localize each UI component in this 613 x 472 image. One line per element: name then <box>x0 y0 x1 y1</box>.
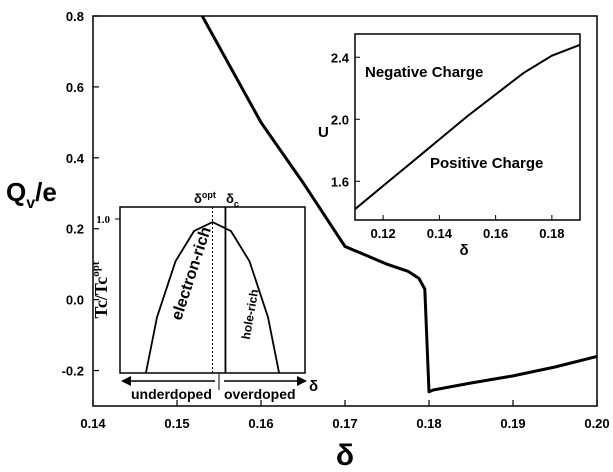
critical-doping-label-delta: δ <box>226 191 234 206</box>
inset-tc-plot: 1.0 Tc/Tcopt δopt δc electron-rich hole-… <box>90 190 318 402</box>
main-y-tick-label: 0.0 <box>66 293 84 308</box>
main-series-line <box>200 15 598 394</box>
main-x-tick-label: 0.20 <box>584 416 609 431</box>
main-plot: 0.14 0.15 0.16 0.17 0.18 0.19 0.20 -0.2 0.0 0.2 0… <box>6 9 610 472</box>
inset-tc-y-axis-label: Tc/Tcopt <box>90 261 111 318</box>
main-y-ticks: -0.2 0.0 0.2 0.4 0.6 0.8 <box>62 9 99 379</box>
inset-u-x-tick-label: 0.14 <box>427 226 453 241</box>
critical-doping-label-sub: c <box>234 199 239 209</box>
optimal-doping-label: δopt <box>194 190 216 206</box>
inset-u-y-axis-label: U <box>318 124 329 141</box>
main-y-axis-label-sub: v <box>26 195 35 212</box>
main-x-axis-label: δ <box>336 439 354 472</box>
main-y-axis-label: Qv/e <box>6 177 57 212</box>
main-y-tick-label: 0.8 <box>66 9 84 24</box>
inset-tc-x-axis-label: δ <box>309 378 318 395</box>
inset-tc-dome-curve <box>145 221 280 374</box>
underdoped-arrow-head <box>121 376 131 386</box>
main-y-tick-label: -0.2 <box>62 364 84 379</box>
annotation-positive-charge: Positive Charge <box>430 155 543 172</box>
main-x-tick-label: 0.14 <box>80 416 106 431</box>
main-x-tick-label: 0.19 <box>500 416 525 431</box>
main-x-tick-label: 0.16 <box>248 416 273 431</box>
inset-u-x-tick-label: 0.18 <box>539 226 564 241</box>
optimal-doping-label-delta: δ <box>194 191 202 206</box>
inset-u-x-ticks: 0.12 0.14 0.16 0.18 <box>370 215 565 241</box>
main-x-tick-label: 0.15 <box>164 416 189 431</box>
inset-u-y-ticks: 1.6 2.0 2.4 <box>331 50 360 189</box>
main-y-axis-label-q: Q <box>6 177 26 207</box>
annotation-negative-charge: Negative Charge <box>365 64 483 81</box>
optimal-doping-label-sup: opt <box>202 190 216 200</box>
main-y-tick-label: 0.2 <box>66 222 84 237</box>
inset-u-y-tick-label: 1.6 <box>331 174 349 189</box>
inset-u-series-line <box>354 43 581 210</box>
main-y-axis-label-suffix: /e <box>35 177 57 207</box>
inset-u-x-tick-label: 0.12 <box>370 226 395 241</box>
inset-u-plot: 0.12 0.14 0.16 0.18 1.6 2.0 2.4 U δ Negative … <box>318 33 581 259</box>
main-y-tick-label: 0.6 <box>66 80 84 95</box>
inset-tc-y-axis-label-main: Tc/Tc <box>91 277 111 319</box>
main-x-tick-label: 0.17 <box>332 416 357 431</box>
underdoped-label: underdoped <box>131 386 212 402</box>
overdoped-label: overdoped <box>224 386 296 402</box>
main-y-tick-label: 0.4 <box>66 151 85 166</box>
critical-doping-label: δc <box>226 191 239 209</box>
inset-u-x-axis-label: δ <box>459 242 468 259</box>
inset-u-frame <box>354 33 581 221</box>
overdoped-arrow-head <box>297 376 307 386</box>
inset-u-y-tick-label: 2.0 <box>331 112 349 127</box>
inset-u-y-tick-label: 2.4 <box>331 50 350 65</box>
main-x-tick-label: 0.18 <box>416 416 441 431</box>
inset-tc-y-tick-label: 1.0 <box>96 214 110 226</box>
inset-u-x-tick-label: 0.16 <box>483 226 508 241</box>
main-x-ticks: 0.14 0.15 0.16 0.17 0.18 0.19 0.20 <box>80 400 610 431</box>
inset-tc-y-axis-label-sup: opt <box>90 261 102 277</box>
